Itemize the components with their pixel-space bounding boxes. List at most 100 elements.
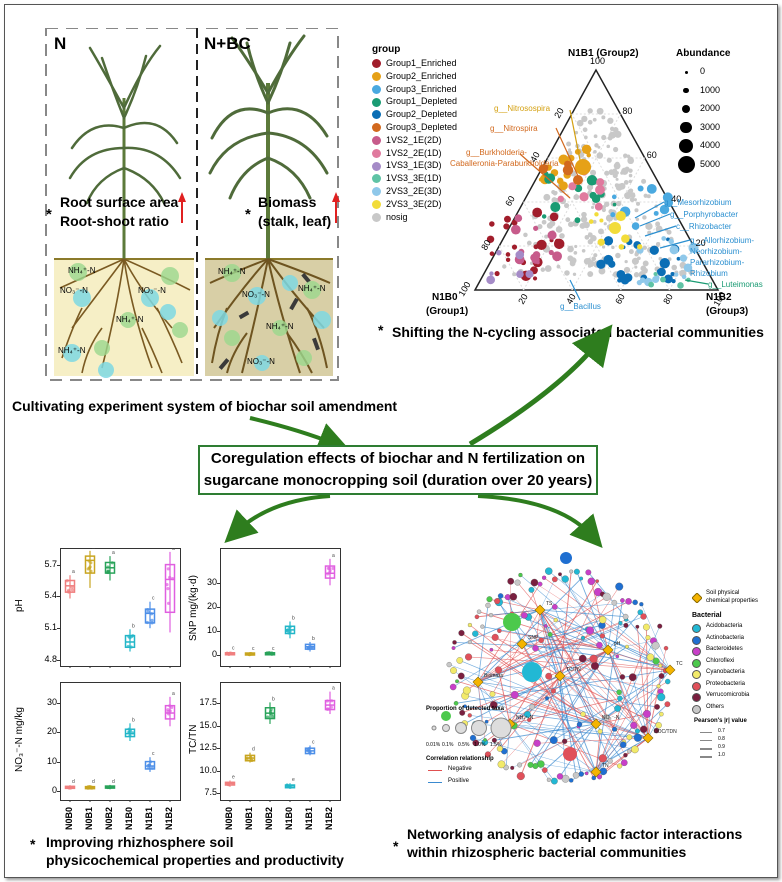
legend-label: Group2_Enriched — [386, 70, 457, 81]
ternary-point — [565, 217, 571, 223]
network-node — [657, 623, 663, 629]
network-node — [595, 579, 599, 583]
network-node — [618, 620, 623, 626]
network-node — [455, 679, 459, 684]
pearson-title: Pearson's |r| value — [694, 718, 747, 724]
ternary-point — [496, 249, 502, 256]
network-node — [484, 719, 489, 724]
y-tick-label: 4.8 — [44, 654, 57, 664]
network-node — [635, 624, 640, 629]
network-node — [659, 711, 664, 717]
network-node — [573, 568, 580, 575]
network-edge — [512, 723, 597, 769]
y-tick-label: 10 — [206, 625, 217, 636]
legend-dot-icon — [372, 187, 381, 197]
legend-label: Group2_Depleted — [386, 109, 458, 120]
sample-point — [266, 715, 270, 719]
sample-point — [129, 645, 133, 649]
taxon-label: c__Rhizobacter — [676, 222, 732, 231]
boxplot-caption-line2: physicochemical properties and productiv… — [46, 852, 344, 868]
ternary-point — [573, 194, 580, 200]
sample-point — [145, 620, 149, 625]
sample-point — [166, 567, 170, 571]
ternary-point — [504, 215, 511, 223]
ternary-point — [615, 200, 622, 207]
ternary-point — [649, 245, 659, 255]
soil-factor-node — [516, 638, 528, 650]
network-node — [658, 673, 665, 679]
network-node — [521, 612, 528, 619]
box — [84, 555, 96, 574]
ternary-point — [596, 152, 604, 159]
abundance-dot-icon — [680, 121, 692, 134]
network-node — [654, 704, 660, 710]
ternary-point — [626, 154, 631, 159]
sample-point — [146, 610, 150, 614]
ternary-point — [574, 217, 581, 224]
y-tick-mark — [217, 631, 220, 633]
x-category-label: N1B0 — [284, 806, 294, 830]
network-node — [472, 739, 480, 747]
sample-point — [330, 699, 334, 703]
network-node — [451, 646, 456, 650]
network-node — [651, 641, 660, 650]
y-tick-mark — [217, 703, 220, 705]
soil-factor-node — [590, 718, 602, 730]
ternary-point — [532, 207, 543, 218]
legend-dot-icon — [372, 174, 381, 184]
taxon-label: g__Porphyrobacter — [670, 210, 739, 219]
sample-point — [131, 731, 135, 735]
network-node — [639, 602, 644, 607]
ternary-caption-asterisk: * — [378, 322, 384, 338]
ternary-plot — [473, 68, 720, 301]
ternary-point — [613, 162, 621, 170]
panel-frame — [60, 548, 181, 667]
significance-letter: b — [292, 615, 295, 621]
sample-point — [168, 575, 172, 580]
ternary-point — [640, 265, 647, 272]
y-tick-mark — [57, 564, 60, 566]
legend-item: 1VS3_1E(3D) — [372, 160, 442, 171]
y-tick-label: 15.0 — [199, 719, 217, 730]
pearson-value: 0.7 — [718, 728, 725, 734]
network-node — [533, 739, 541, 747]
ternary-point — [660, 276, 666, 283]
network-edge — [486, 649, 609, 723]
ternary-point — [546, 222, 554, 229]
ternary-point — [579, 192, 589, 202]
network-node — [446, 661, 452, 668]
plant-caption: Cultivating experiment system of biochar… — [12, 398, 398, 414]
significance-letter: a — [112, 550, 115, 556]
y-tick-mark — [57, 732, 60, 734]
network-node — [541, 575, 547, 580]
abundance-dot-icon — [677, 156, 695, 173]
sample-point — [228, 652, 232, 656]
abundance-value: 4000 — [700, 140, 721, 150]
sample-point — [166, 710, 170, 714]
sample-point — [231, 781, 235, 786]
ternary-point — [574, 130, 579, 135]
significance-letter: a — [72, 569, 75, 575]
network-edge — [490, 609, 541, 616]
network-node — [597, 728, 603, 734]
sample-point — [170, 705, 174, 709]
abundance-value: 5000 — [700, 158, 721, 169]
legend-label: 2VS3_3E(2D) — [386, 198, 442, 209]
network-node — [569, 569, 574, 574]
ternary-point — [627, 189, 633, 195]
ternary-left-label-1: N1B0 — [432, 292, 458, 303]
ternary-point — [635, 201, 641, 206]
network-edge — [595, 637, 649, 773]
legend-dot-icon — [372, 135, 381, 145]
ternary-point — [634, 265, 638, 269]
right-tick: 20 — [695, 238, 706, 248]
network-node — [532, 763, 539, 770]
network-node — [616, 689, 622, 695]
significance-letter: b — [272, 696, 275, 702]
ternary-point — [505, 257, 511, 262]
network-node — [598, 616, 607, 624]
y-tick-mark — [217, 748, 220, 750]
network-node — [453, 701, 459, 706]
x-category-label: N0B0 — [64, 806, 74, 830]
box — [324, 565, 336, 579]
